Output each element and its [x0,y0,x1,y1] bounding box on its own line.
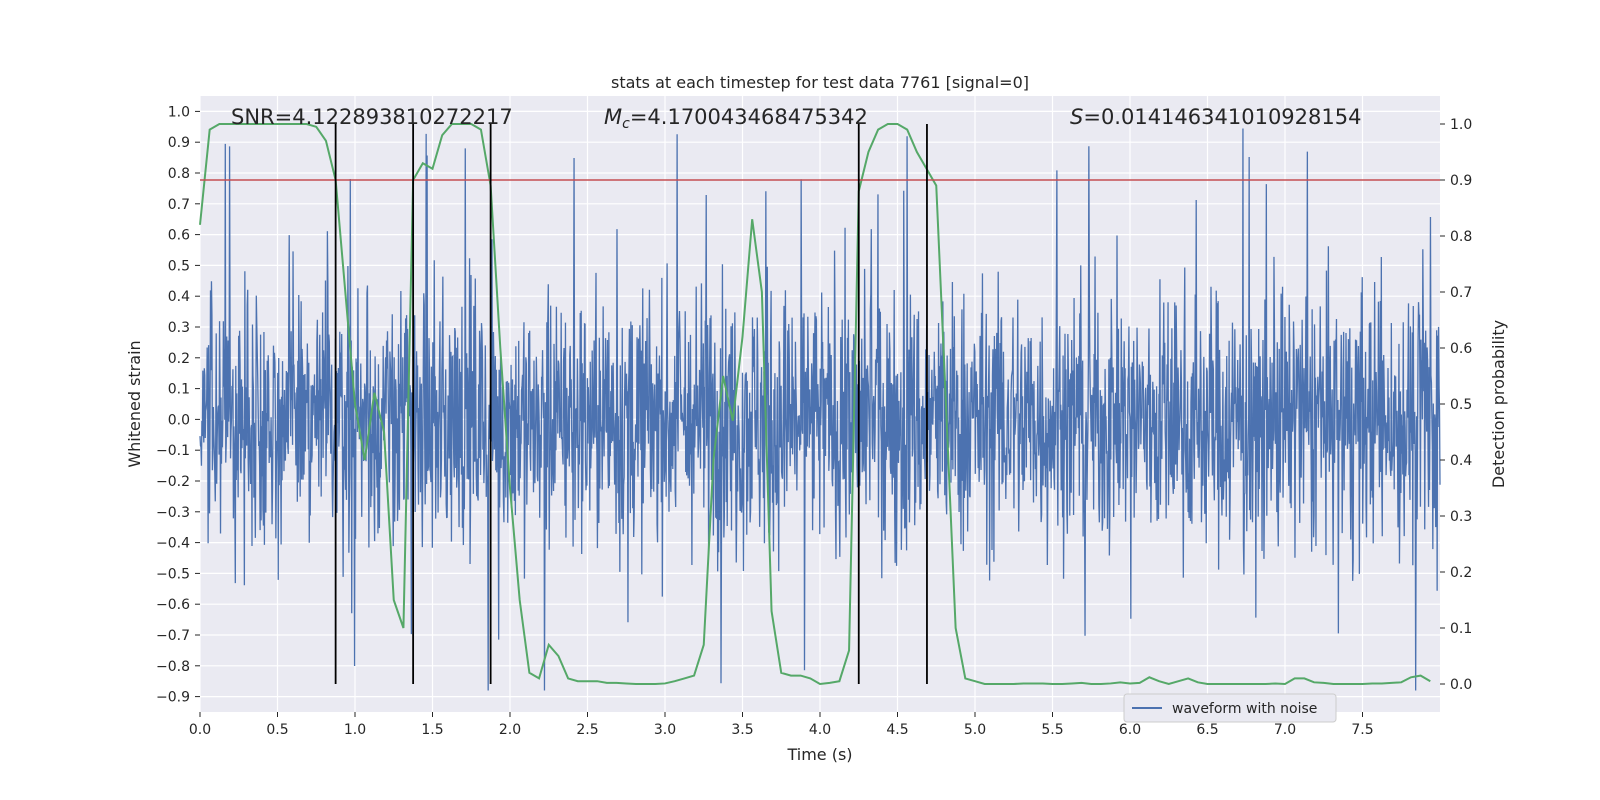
y-left-tick-label: −0.2 [156,474,190,490]
y-left-tick-label: −0.4 [156,536,190,552]
x-tick-label: 6.0 [1119,722,1141,738]
x-tick-label: 4.5 [886,722,908,738]
y-right-tick-label: 0.3 [1450,509,1472,525]
y-right-tick-label: 0.0 [1450,677,1472,693]
y-left-tick-label: 1.0 [168,104,190,120]
y-right-tick-label: 0.7 [1450,285,1472,301]
y-left-tick-label: −0.9 [156,690,190,706]
x-tick-label: 1.0 [344,722,366,738]
legend-box [1123,693,1337,723]
y-left-tick-label: 0.3 [168,320,190,336]
x-tick-label: 5.5 [1041,722,1063,738]
y-left-tick-label: −0.5 [156,566,190,582]
snr-annotation: SNR=4.122893810272217 [231,105,513,129]
x-tick-label: 7.5 [1351,722,1373,738]
y-left-tick-label: 0.9 [168,135,190,151]
x-tick-label: 2.5 [576,722,598,738]
chirp-mass-annotation: Mc=4.170043468475342 [604,105,868,132]
x-axis-ticks: 0.0 0.5 1.0 1.5 2.0 2.5 3.0 3.5 4.0 4.5 5.0 5.5 6.0 6… [189,712,1374,738]
x-tick-label: 3.5 [731,722,753,738]
y-left-tick-label: 0.6 [168,228,190,244]
x-tick-label: 2.0 [499,722,521,738]
x-tick-label: 0.5 [266,722,288,738]
probability-series [199,123,1431,686]
x-tick-label: 5.0 [964,722,986,738]
y-left-tick-label: 0.5 [168,258,190,274]
x-tick-label: 0.0 [189,722,211,738]
legend-label: waveform with noise [1172,701,1317,717]
right-y-axis-ticks: 1.0 0.9 0.8 0.7 0.6 0.5 0.4 0.3 0.2 0.1 0.0 [1440,117,1472,693]
y-left-tick-label: 0.1 [168,382,190,398]
x-tick-label: 6.5 [1196,722,1218,738]
s-annotation: S=0.014146341010928154 [1070,105,1361,129]
probability-line [199,123,1431,686]
y-left-tick-label: 0.2 [168,351,190,367]
x-tick-label: 3.0 [654,722,676,738]
y-right-tick-label: 0.8 [1450,229,1472,245]
y-left-tick-label: 0.7 [168,197,190,213]
y-right-tick-label: 0.4 [1450,453,1472,469]
y-left-tick-label: 0.4 [168,289,190,305]
right-y-axis-label: Detection probability [1489,320,1508,488]
y-right-tick-label: 0.1 [1450,621,1472,637]
left-y-axis-label: Whitened strain [125,340,144,467]
waveform-series [199,128,1441,691]
x-axis-label: Time (s) [786,745,852,764]
vertical-marker-lines [334,124,928,684]
y-left-tick-label: −0.8 [156,659,190,675]
y-right-tick-label: 0.6 [1450,341,1472,357]
x-tick-label: 1.5 [421,722,443,738]
y-right-tick-label: 0.9 [1450,173,1472,189]
y-left-tick-label: −0.7 [156,628,190,644]
x-tick-label: 4.0 [809,722,831,738]
y-right-tick-label: 0.2 [1450,565,1472,581]
y-right-tick-label: 1.0 [1450,117,1472,133]
left-y-axis-ticks: 1.0 0.9 0.8 0.7 0.6 0.5 0.4 0.3 0.2 0.1 0.0 −0.1 −0.… [156,104,200,706]
waveform-line [199,128,1441,691]
y-left-tick-label: 0.8 [168,166,190,182]
y-left-tick-label: −0.6 [156,597,190,613]
legend: waveform with noise [1123,693,1337,723]
y-left-tick-label: 0.0 [168,412,190,428]
y-left-tick-label: −0.1 [156,443,190,459]
y-left-tick-label: −0.3 [156,505,190,521]
y-right-tick-label: 0.5 [1450,397,1472,413]
chart-title: stats at each timestep for test data 776… [611,73,1029,92]
x-tick-label: 7.0 [1274,722,1296,738]
